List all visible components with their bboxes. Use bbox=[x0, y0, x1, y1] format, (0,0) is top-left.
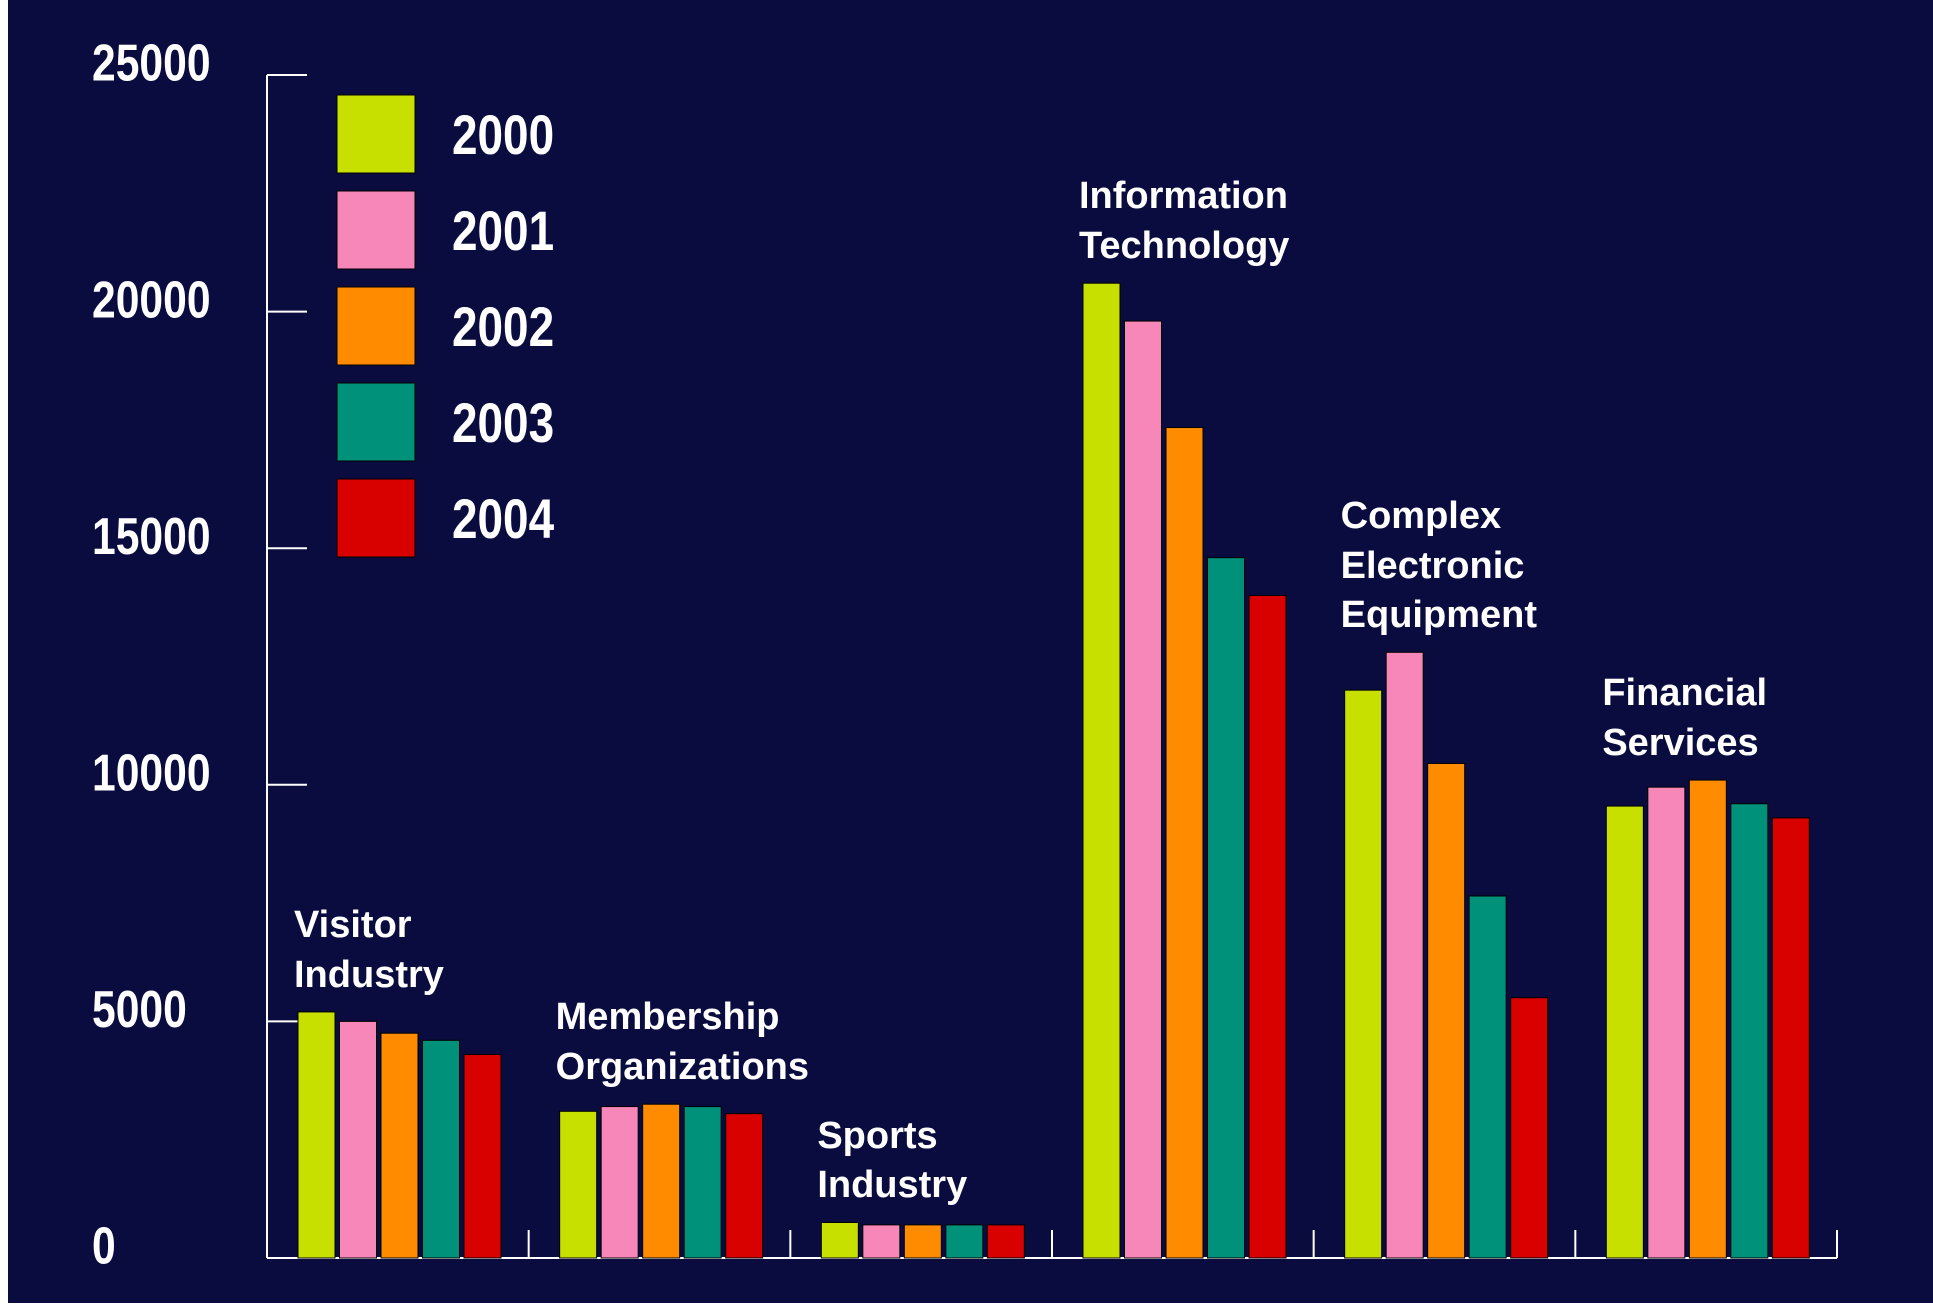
bar bbox=[1385, 651, 1424, 1259]
legend-swatch bbox=[336, 190, 416, 270]
chart-svg: 0 5000 10000 15000 20000 25000 2000 2001 2002 200… bbox=[92, 35, 1838, 1276]
y-tick-label: 10000 bbox=[92, 745, 211, 803]
bar bbox=[903, 1224, 942, 1259]
bar bbox=[1082, 282, 1121, 1259]
legend-label: 2001 bbox=[452, 199, 554, 261]
bar bbox=[463, 1054, 502, 1259]
chart: 0 5000 10000 15000 20000 25000 2000 2001 2002 200… bbox=[8, 0, 1933, 1303]
legend-label: 2000 bbox=[452, 103, 554, 165]
bar bbox=[1647, 786, 1686, 1259]
y-tick-label: 20000 bbox=[92, 271, 211, 329]
bar bbox=[642, 1103, 681, 1259]
category-label: Sports Industry bbox=[817, 1114, 968, 1207]
bar bbox=[986, 1224, 1025, 1259]
bar bbox=[820, 1222, 859, 1259]
bar bbox=[683, 1106, 722, 1259]
bar bbox=[862, 1224, 901, 1259]
category-label: Complex Electronic Equipment bbox=[1340, 495, 1537, 636]
bar bbox=[1124, 320, 1162, 1259]
legend-swatch bbox=[336, 382, 416, 462]
legend-label: 2003 bbox=[452, 391, 554, 453]
bar bbox=[1510, 997, 1549, 1259]
bar bbox=[1468, 895, 1507, 1259]
legend-swatch bbox=[336, 94, 416, 174]
bar bbox=[1605, 805, 1644, 1259]
bar bbox=[339, 1020, 377, 1259]
y-tick-label: 25000 bbox=[92, 35, 211, 93]
bar bbox=[1688, 779, 1727, 1259]
legend-swatch bbox=[336, 286, 416, 366]
bar bbox=[1165, 427, 1204, 1259]
bar bbox=[1730, 803, 1769, 1259]
y-tick-label: 0 bbox=[92, 1218, 116, 1276]
bar bbox=[1771, 817, 1810, 1259]
bar bbox=[1248, 595, 1287, 1259]
bar bbox=[945, 1224, 984, 1259]
bar bbox=[1344, 689, 1383, 1259]
legend-swatch bbox=[336, 478, 416, 558]
bar bbox=[1207, 557, 1245, 1259]
category-label: Visitor Industry bbox=[294, 904, 444, 996]
bar bbox=[1427, 763, 1466, 1259]
y-tick-label: 15000 bbox=[92, 508, 211, 566]
bar bbox=[297, 1011, 336, 1259]
bar bbox=[380, 1032, 419, 1259]
legend-label: 2004 bbox=[452, 487, 555, 549]
y-tick-label: 5000 bbox=[92, 981, 187, 1039]
bar bbox=[725, 1113, 764, 1259]
bar bbox=[559, 1110, 598, 1259]
bar bbox=[422, 1039, 460, 1259]
category-label: Financial Services bbox=[1602, 672, 1768, 764]
bar bbox=[600, 1106, 639, 1259]
category-label: Information Technology bbox=[1079, 175, 1290, 267]
category-label: Membership Organizations bbox=[555, 996, 810, 1088]
legend-label: 2002 bbox=[452, 295, 554, 357]
